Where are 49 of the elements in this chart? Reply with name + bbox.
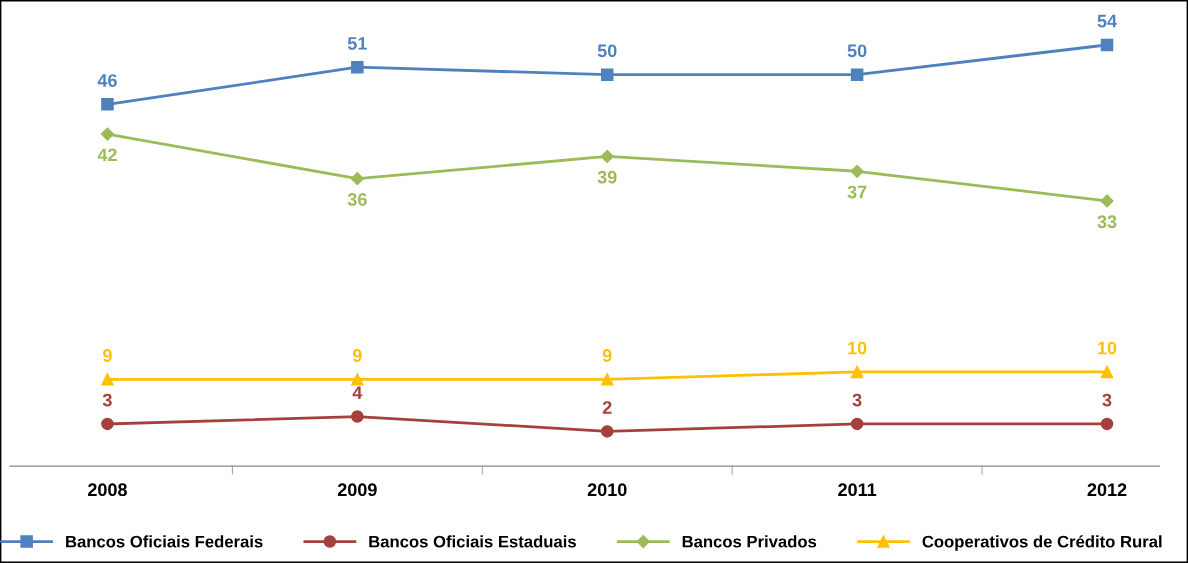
data-label: 50 bbox=[847, 44, 867, 58]
x-tick-label: 2012 bbox=[1087, 483, 1127, 497]
point bbox=[1100, 38, 1114, 52]
data-label: 39 bbox=[597, 170, 617, 184]
data-label: 3 bbox=[852, 393, 862, 407]
point bbox=[101, 98, 114, 111]
x-tick-label: 2008 bbox=[87, 483, 127, 497]
point bbox=[850, 68, 864, 81]
point bbox=[850, 164, 864, 178]
data-label: 50 bbox=[597, 44, 617, 58]
data-label: 42 bbox=[97, 148, 117, 162]
data-label: 33 bbox=[1097, 215, 1117, 229]
point bbox=[1100, 365, 1114, 379]
data-label: 37 bbox=[847, 185, 867, 199]
point bbox=[1100, 417, 1114, 431]
data-label: 46 bbox=[97, 74, 117, 87]
data-label: 10 bbox=[1098, 341, 1117, 355]
point bbox=[351, 410, 364, 423]
legend-label: Cooperativos de Crédito Rural bbox=[922, 535, 1162, 551]
point bbox=[101, 417, 114, 431]
data-label: 9 bbox=[602, 349, 612, 362]
point bbox=[351, 60, 364, 74]
point bbox=[850, 417, 864, 431]
data-label: 4 bbox=[352, 386, 363, 399]
point bbox=[100, 127, 115, 141]
data-label: 36 bbox=[347, 193, 367, 206]
point bbox=[101, 373, 114, 386]
data-label: 9 bbox=[103, 349, 112, 362]
data-label: 54 bbox=[1097, 14, 1117, 28]
x-tick-label: 2011 bbox=[838, 483, 877, 497]
point bbox=[850, 365, 864, 379]
legend-label: Bancos Oficiais Federais bbox=[66, 535, 263, 548]
x-tick-label: 2009 bbox=[337, 483, 377, 497]
point bbox=[1100, 194, 1114, 208]
data-label: 51 bbox=[347, 37, 367, 50]
point bbox=[600, 373, 614, 386]
data-label: 9 bbox=[352, 349, 362, 362]
point bbox=[351, 373, 364, 386]
point bbox=[600, 149, 614, 163]
data-label: 3 bbox=[102, 393, 112, 407]
data-label: 10 bbox=[848, 341, 867, 355]
point bbox=[600, 68, 614, 81]
legend-label: Bancos Privados bbox=[682, 535, 817, 548]
data-label: 3 bbox=[1102, 393, 1112, 407]
point bbox=[350, 172, 364, 186]
point bbox=[600, 425, 614, 438]
legend-label: Bancos Oficiais Estaduais bbox=[369, 535, 576, 548]
x-tick-label: 2010 bbox=[587, 483, 627, 497]
data-label: 2 bbox=[602, 401, 612, 414]
